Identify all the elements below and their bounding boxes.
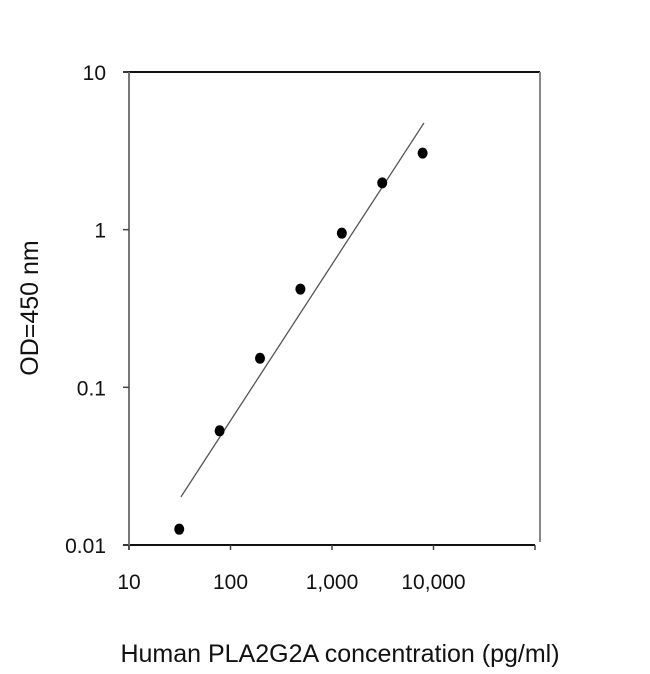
data-point — [417, 147, 428, 159]
x-tick-label: 1,000 — [306, 571, 359, 594]
x-tick-label: 100 — [213, 571, 248, 594]
y-tick-label: 10 — [83, 62, 106, 85]
regression-line — [180, 122, 425, 498]
data-point — [377, 177, 388, 189]
data-point — [174, 523, 185, 535]
data-point — [214, 425, 225, 437]
x-axis-ticks: 10 100 1,000 10,000 — [117, 545, 536, 594]
x-tick-label: 10 — [117, 571, 140, 594]
data-point — [336, 227, 347, 239]
y-tick-label: 0.1 — [77, 377, 106, 400]
data-point — [295, 283, 306, 295]
x-tick-label: 10,000 — [401, 571, 465, 594]
data-points — [174, 147, 428, 535]
y-tick-label: 0.01 — [65, 535, 106, 558]
fit-line — [180, 122, 425, 498]
y-tick-label: 1 — [94, 220, 106, 243]
y-axis-title: OD=450 nm — [16, 240, 44, 376]
plot-frame — [123, 71, 541, 550]
data-point — [255, 352, 266, 364]
y-axis-ticks: 0.01 0.1 1 10 — [65, 62, 129, 558]
x-axis-title: Human PLA2G2A concentration (pg/ml) — [120, 640, 559, 668]
